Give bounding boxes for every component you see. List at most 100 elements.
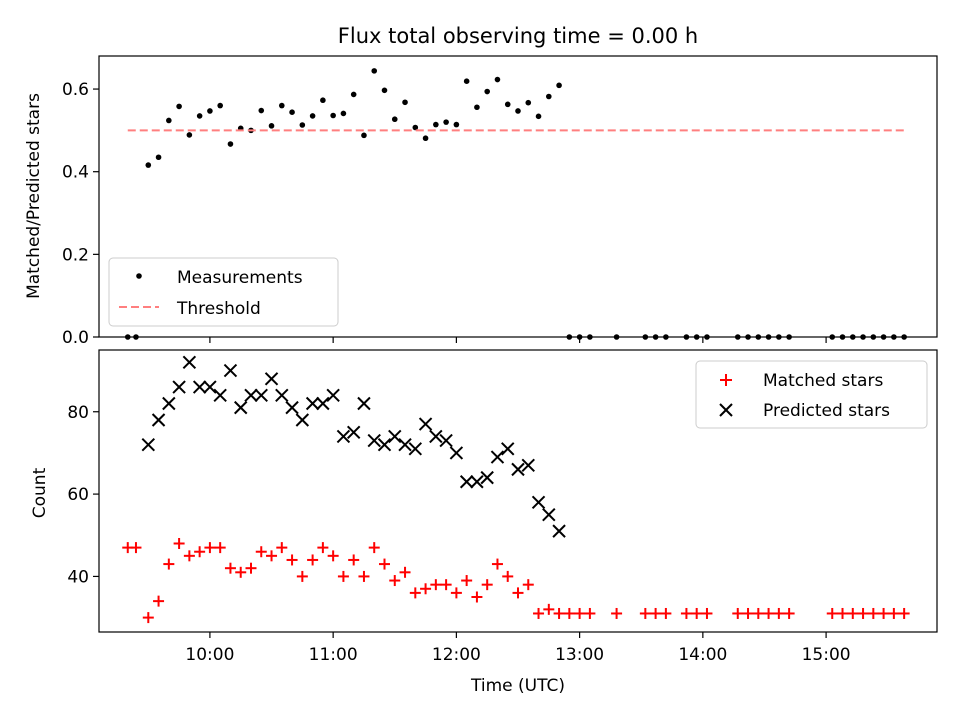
predicted-stars-point xyxy=(305,396,320,411)
predicted-stars-point xyxy=(275,388,289,402)
matched-stars-point xyxy=(639,607,651,619)
matched-stars-point xyxy=(307,554,319,566)
measurements-point xyxy=(258,107,265,114)
measurements-point xyxy=(186,132,193,138)
matched-stars-point xyxy=(783,607,795,619)
legend-label-threshold: Threshold xyxy=(176,299,261,319)
predicted-stars-point xyxy=(511,462,525,477)
measurements-point xyxy=(145,162,152,168)
predicted-stars-point xyxy=(182,355,197,370)
bottom-legend: Matched stars Predicted stars xyxy=(695,360,928,429)
measurements-point xyxy=(217,102,223,109)
matched-stars-point xyxy=(399,566,411,578)
predicted-stars-point xyxy=(418,417,433,431)
matched-stars-series xyxy=(122,537,910,624)
measurements-point xyxy=(155,154,162,161)
legend-label-measurements: Measurements xyxy=(177,268,303,288)
matched-stars-point xyxy=(153,595,165,607)
matched-stars-point xyxy=(826,607,838,619)
predicted-stars-point xyxy=(326,388,340,402)
matched-stars-point xyxy=(276,542,288,554)
bottom-axes-frame xyxy=(98,349,938,633)
matched-stars-point xyxy=(142,612,154,624)
predicted-stars-point xyxy=(521,458,535,472)
measurements-point xyxy=(320,97,326,104)
matched-stars-point xyxy=(584,607,596,619)
matched-stars-point xyxy=(224,562,236,574)
legend-marker-measurements xyxy=(136,273,142,279)
predicted-stars-point xyxy=(223,363,238,378)
matched-stars-point xyxy=(358,570,370,582)
matched-stars-point xyxy=(898,607,910,619)
measurements-point xyxy=(453,121,460,128)
matched-stars-point xyxy=(543,603,555,615)
top-legend: Measurements Threshold xyxy=(108,257,339,327)
predicted-stars-point xyxy=(162,396,176,411)
x-tick-label: 10:00 xyxy=(185,645,234,665)
predicted-stars-point xyxy=(408,442,423,456)
top-panel: 0.0 0.2 0.4 0.6 Matched/Predicted stars Mea… xyxy=(24,55,938,348)
matched-stars-point xyxy=(773,607,785,619)
measurements-point xyxy=(402,99,408,106)
predicted-stars-point xyxy=(213,388,227,402)
y-tick-label: 0.2 xyxy=(62,245,89,265)
measurements-point xyxy=(546,93,552,100)
matched-stars-point xyxy=(533,607,545,619)
matched-stars-point xyxy=(878,607,890,619)
matched-stars-point xyxy=(763,607,775,619)
matched-stars-point xyxy=(214,542,226,554)
matched-stars-point xyxy=(867,607,879,619)
top-y-ticks: 0.0 0.2 0.4 0.6 xyxy=(62,80,99,348)
predicted-stars-point xyxy=(490,450,505,464)
predicted-stars-point xyxy=(357,396,371,411)
legend-label-matched: Matched stars xyxy=(763,371,883,391)
x-tick-label: 13:00 xyxy=(555,645,604,665)
measurements-point xyxy=(207,108,213,114)
measurements-point xyxy=(381,87,388,94)
measurements-point xyxy=(463,78,470,85)
top-y-axis-label: Matched/Predicted stars xyxy=(24,93,44,299)
matched-stars-point xyxy=(512,587,524,599)
predicted-stars-point xyxy=(449,446,464,460)
legend-label-predicted: Predicted stars xyxy=(763,401,890,421)
matched-stars-point xyxy=(389,575,401,587)
measurements-point xyxy=(412,124,419,131)
predicted-stars-point xyxy=(336,429,351,444)
predicted-stars-point xyxy=(480,470,494,485)
matched-stars-point xyxy=(368,542,380,554)
matched-stars-point xyxy=(348,554,360,566)
matched-stars-point xyxy=(296,570,308,582)
matched-stars-point xyxy=(420,583,432,595)
x-tick-label: 12:00 xyxy=(432,645,481,665)
measurements-point xyxy=(268,123,275,129)
measurements-point xyxy=(350,91,357,98)
measurements-point xyxy=(340,110,347,117)
bottom-y-ticks: 40 60 80 xyxy=(67,403,99,587)
matched-stars-point xyxy=(888,607,900,619)
x-tick-label: 11:00 xyxy=(309,645,358,665)
measurements-point xyxy=(422,135,429,142)
matched-stars-point xyxy=(130,542,142,554)
matched-stars-point xyxy=(194,546,206,558)
predicted-stars-point xyxy=(377,437,392,452)
matched-stars-point xyxy=(563,607,575,619)
x-axis-label: Time (UTC) xyxy=(470,676,565,696)
legend-marker-matched xyxy=(720,374,732,386)
matched-stars-point xyxy=(245,562,257,574)
matched-stars-point xyxy=(680,607,692,619)
matched-stars-point xyxy=(450,587,462,599)
measurements-point xyxy=(535,113,542,120)
measurements-point xyxy=(330,112,336,119)
measurements-point xyxy=(278,102,285,109)
bottom-marks xyxy=(122,355,910,624)
matched-stars-point xyxy=(409,587,421,599)
y-tick-label: 60 xyxy=(67,485,89,505)
x-tick-label: 15:00 xyxy=(802,645,851,665)
measurements-point xyxy=(484,88,490,95)
matched-stars-point xyxy=(327,550,339,562)
matched-stars-point xyxy=(660,607,672,619)
predicted-stars-point xyxy=(203,380,217,394)
predicted-stars-point xyxy=(192,380,207,394)
predicted-stars-point xyxy=(470,475,484,489)
predicted-stars-point xyxy=(141,437,156,452)
